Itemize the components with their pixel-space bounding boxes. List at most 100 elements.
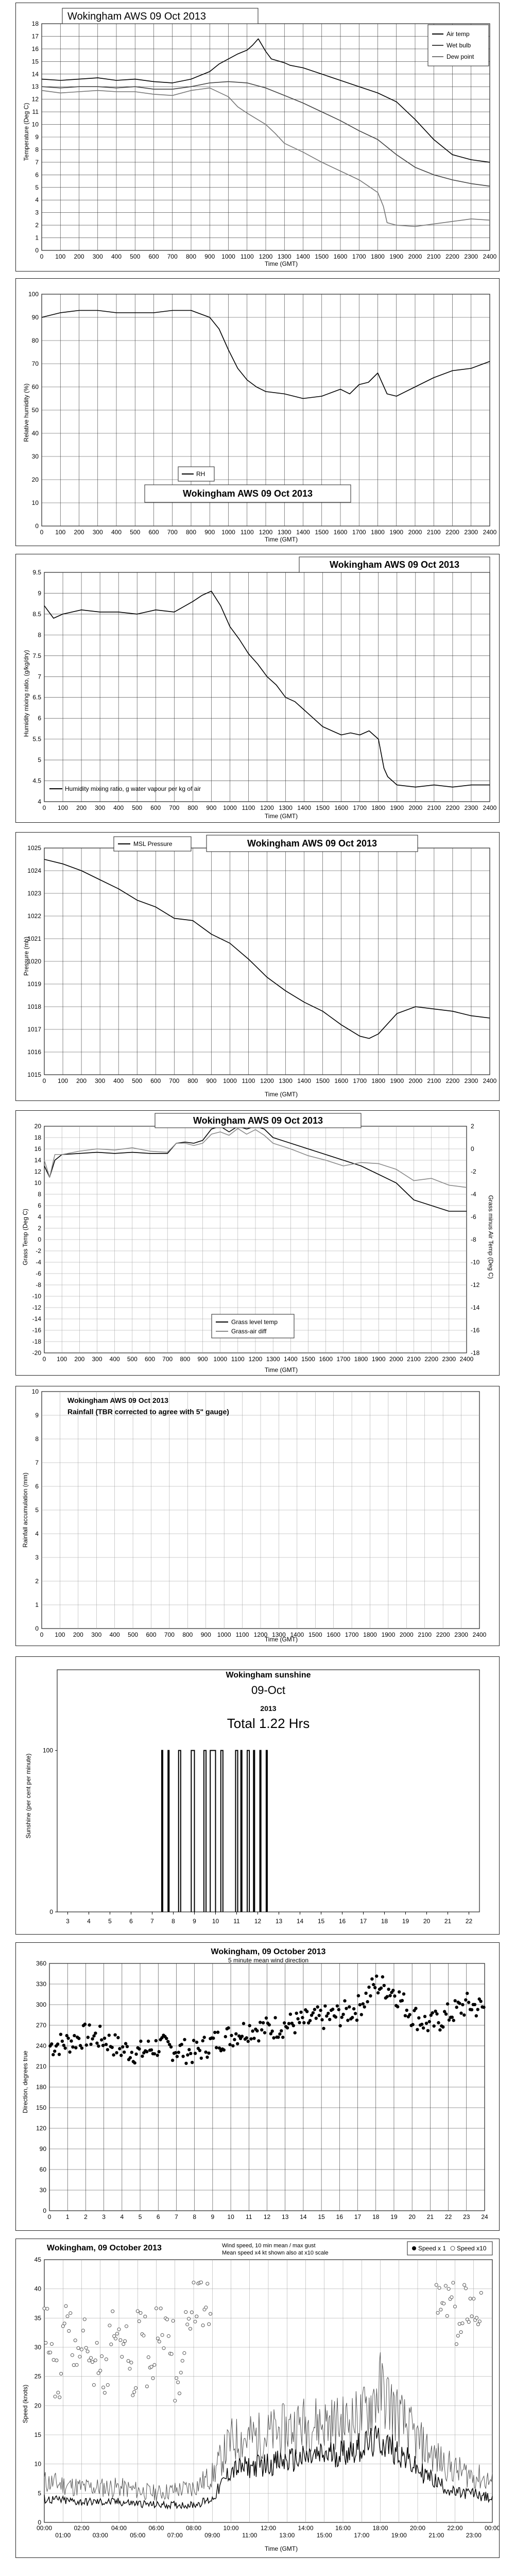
y-tick-label: 7.5	[32, 652, 41, 659]
y-tick-label: 1020	[27, 958, 41, 965]
x-tick-label: 2000	[408, 804, 422, 811]
y-tick-label: 7	[38, 673, 41, 680]
direction-point	[60, 2039, 64, 2043]
direction-point	[94, 2031, 97, 2035]
x-tick-label: 2200	[446, 804, 460, 811]
y-tick-label: 30	[40, 2187, 47, 2194]
direction-point	[461, 2003, 465, 2007]
mixing-ratio-chart: Time (GMT) Humidity mixing ratio, (g/kg/…	[23, 556, 497, 820]
y-axis-label: Grass Temp (Deg C)	[22, 1209, 29, 1265]
direction-point	[314, 2016, 318, 2020]
x-tick-label: 1	[66, 2213, 70, 2221]
direction-point	[84, 2043, 88, 2047]
x10-point	[201, 2324, 205, 2327]
direction-point	[261, 2021, 265, 2025]
x-tick-label: 700	[164, 1631, 175, 1638]
direction-point	[168, 2043, 171, 2046]
y-tick-label: 1019	[27, 980, 41, 988]
x-tick-label: 22	[445, 2213, 452, 2221]
x10-point	[117, 2327, 121, 2331]
direction-point	[56, 2042, 60, 2046]
direction-point	[59, 2032, 63, 2036]
x-tick-label: 1300	[272, 1631, 286, 1638]
chart-subtitle: 5 minute mean wind direction	[228, 1957, 308, 1964]
direction-point	[299, 2010, 303, 2014]
chart-subtitle: Mean speed x4 kt shown also at x10 scale	[222, 2250, 329, 2256]
x-tick-label: 900	[206, 1077, 216, 1084]
series-line-1	[41, 310, 490, 399]
y-tick-label: 80	[32, 337, 39, 344]
y-tick-label: -14	[32, 1315, 42, 1323]
y-tick-label: 90	[32, 314, 39, 321]
y-tick-label: 16	[35, 1145, 42, 1153]
x10-point	[129, 2361, 133, 2365]
direction-point	[95, 2041, 99, 2045]
direction-point	[181, 2055, 185, 2058]
x-tick-label: 1800	[371, 253, 385, 260]
x-axis-label: Time (GMT)	[265, 1366, 298, 1374]
direction-point	[464, 1998, 468, 2002]
x-tick-label: 5	[139, 2213, 142, 2221]
x-tick-label: 500	[128, 1631, 138, 1638]
x-tick-label: 3	[66, 1918, 70, 1925]
series-line-1	[44, 859, 490, 1039]
x10-point	[476, 2323, 480, 2326]
y-tick-label: 18	[35, 1134, 42, 1141]
relative-humidity-chart: Time (GMT) Relative humidity (%) 0 100 200…	[23, 291, 497, 543]
x10-point	[195, 2314, 199, 2318]
x-tick-label: 1900	[389, 529, 403, 536]
direction-point	[311, 2011, 315, 2015]
chart-title: Wokingham AWS 09 Oct 2013	[330, 560, 459, 570]
y-tick-label: 10	[32, 121, 39, 128]
direction-point	[259, 2021, 262, 2024]
x-tick-label: 1400	[296, 529, 310, 536]
x10-point	[157, 2340, 161, 2344]
x-tick-label: 600	[148, 529, 159, 536]
x-tick-label: 2200	[424, 1355, 438, 1363]
x10-point	[173, 2399, 177, 2403]
x-tick-label: 2000	[408, 1077, 422, 1084]
x-tick-label: 100	[58, 804, 68, 811]
x-tick-label: 1400	[297, 804, 311, 811]
legend-swatch	[412, 2246, 416, 2250]
direction-point	[165, 2037, 168, 2040]
x10-point	[42, 2307, 46, 2311]
direction-point	[381, 1975, 385, 1979]
x10-point	[70, 2353, 74, 2357]
sunshine-burst	[203, 1750, 207, 1912]
y-tick-label: 0	[35, 522, 39, 530]
direction-point	[83, 2022, 87, 2026]
x10-point	[101, 2385, 106, 2389]
y-tick-label: 9.5	[32, 569, 41, 576]
x-tick-label: 500	[130, 529, 140, 536]
legend-label: Grass level temp	[231, 1318, 278, 1326]
x-tick-label: 1000	[221, 253, 235, 260]
x-tick-label: 2100	[427, 253, 441, 260]
x-tick-label: 1200	[259, 529, 273, 536]
wind-direction-chart: Direction, degrees true 0 1 2 3 4 5 6 7 8 9 10 11 12…	[22, 1947, 488, 2221]
direction-point	[369, 1994, 372, 1998]
direction-point	[372, 1982, 375, 1987]
y-tick-label: 5	[38, 2489, 41, 2497]
x-tick-label: 1800	[371, 529, 385, 536]
direction-point	[204, 2050, 208, 2054]
x-tick-label: 1600	[334, 529, 348, 536]
y-tick-label: -6	[36, 1270, 41, 1277]
x10-point	[100, 2354, 104, 2358]
direction-point	[255, 2029, 259, 2032]
x-tick-label: 600	[150, 804, 161, 811]
legend-label: Grass-air diff	[231, 1328, 267, 1335]
direction-point	[53, 2049, 57, 2053]
y2-tick-label: 0	[471, 1145, 474, 1153]
direction-point	[237, 2034, 241, 2038]
x-tick-label: 6	[157, 2213, 160, 2221]
y-tick-label: -12	[32, 1304, 42, 1311]
x-tick-label: 2400	[473, 1631, 487, 1638]
y2-tick-label: 2	[471, 1123, 474, 1130]
x-tick-label: 2000	[400, 1631, 414, 1638]
y-axis-label: Rainfall accumulation (mm)	[22, 1472, 29, 1547]
direction-point	[174, 2051, 178, 2055]
x10-point	[85, 2349, 90, 2353]
x-tick-label: 8	[171, 1918, 175, 1925]
direction-point	[189, 2052, 193, 2055]
